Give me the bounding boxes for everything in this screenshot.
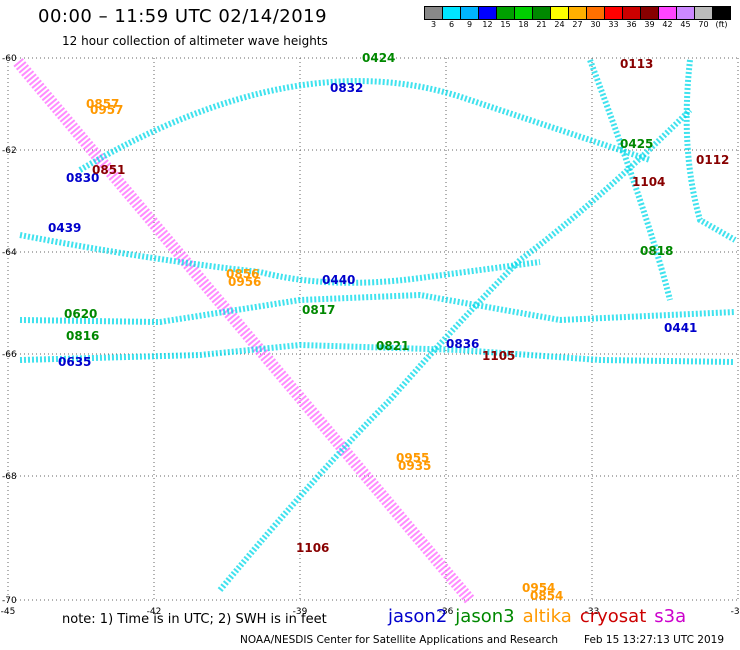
legend-item: cryosat bbox=[579, 606, 647, 627]
track-time-label: 1105 bbox=[482, 349, 515, 363]
scale-label: 21 bbox=[536, 20, 547, 29]
scale-label: 45 bbox=[680, 20, 691, 29]
track-time-label: 1106 bbox=[296, 541, 329, 555]
x-tick-label: -42 bbox=[147, 607, 162, 617]
track-time-label: 0816 bbox=[66, 329, 99, 343]
track-time-label: 0439 bbox=[48, 221, 81, 235]
track-time-label: 0620 bbox=[64, 307, 97, 321]
legend-item: jason2 bbox=[388, 606, 448, 627]
satellite-tracks bbox=[13, 58, 737, 604]
y-tick-label: -68 bbox=[2, 472, 17, 482]
track-time-label: 0112 bbox=[696, 153, 729, 167]
track-time-label: 0441 bbox=[664, 321, 697, 335]
track-time-label: 0954 bbox=[522, 581, 555, 595]
scale-label: 12 bbox=[482, 20, 493, 29]
track-time-label: 0956 bbox=[228, 275, 261, 289]
y-tick-label: -62 bbox=[2, 146, 17, 156]
track-time-label: 0424 bbox=[362, 51, 395, 65]
scale-label: 70 bbox=[698, 20, 709, 29]
track-time-label: 0113 bbox=[620, 57, 653, 71]
track-time-label: 0851 bbox=[92, 163, 125, 177]
track-path bbox=[78, 78, 651, 173]
y-tick-label: -64 bbox=[2, 248, 17, 258]
track-time-label: 0818 bbox=[640, 244, 673, 258]
track-time-label: 0635 bbox=[58, 355, 91, 369]
generated-timestamp: Feb 15 13:27:13 UTC 2019 bbox=[584, 634, 724, 646]
color-scale: 3 6 9 12 15 18 21 24 27 30 33 36 39 42 45 70 (ft) bbox=[424, 6, 731, 32]
track-path bbox=[587, 58, 673, 301]
x-tick-label: -45 bbox=[1, 607, 16, 617]
y-tick-label: -70 bbox=[2, 596, 17, 606]
x-tick-label: -39 bbox=[293, 607, 308, 617]
track-time-label: 0955 bbox=[396, 451, 429, 465]
scale-label: 42 bbox=[662, 20, 673, 29]
track-time-label: 0830 bbox=[66, 171, 99, 185]
scale-swatch bbox=[712, 6, 731, 20]
axis-ticks: -45 -42 -39 -36 -33 -30 -60 -62 -64 -66 -68 -70 bbox=[1, 54, 740, 617]
track-time-label: 0821 bbox=[376, 339, 409, 353]
legend-item: jason3 bbox=[455, 606, 515, 627]
track-time-label: 0856 bbox=[226, 267, 259, 281]
x-tick-label: -36 bbox=[439, 607, 454, 617]
track-time-label: 0836 bbox=[446, 337, 479, 351]
footer-note: note: 1) Time is in UTC; 2) SWH is in fe… bbox=[62, 612, 327, 627]
track-time-label: 0935 bbox=[398, 459, 431, 473]
scale-label: 9 bbox=[466, 20, 473, 29]
track-path bbox=[19, 341, 736, 365]
y-tick-label: -60 bbox=[2, 54, 17, 64]
track-time-label: 0957 bbox=[90, 103, 123, 117]
page-title: 00:00 – 11:59 UTC 02/14/2019 bbox=[38, 6, 328, 27]
scale-label: 36 bbox=[626, 20, 637, 29]
y-tick-label: -66 bbox=[2, 350, 17, 360]
x-tick-label: -33 bbox=[585, 607, 600, 617]
track-path bbox=[19, 291, 736, 326]
scale-label: (ft) bbox=[715, 20, 728, 29]
scale-label: 33 bbox=[608, 20, 619, 29]
track-path bbox=[13, 58, 475, 604]
track-time-label: 0854 bbox=[530, 589, 563, 603]
credit-line: NOAA/NESDIS Center for Satellite Applica… bbox=[240, 634, 558, 646]
track-path bbox=[19, 232, 541, 286]
scale-label: 3 bbox=[430, 20, 437, 29]
scale-label: 30 bbox=[590, 20, 601, 29]
track-time-label: 0817 bbox=[302, 303, 335, 317]
satellite-legend: jason2 jason3 altika cryosat s3a bbox=[388, 606, 694, 627]
x-tick-label: -30 bbox=[731, 607, 740, 617]
scale-label: 15 bbox=[500, 20, 511, 29]
page-subtitle: 12 hour collection of altimeter wave hei… bbox=[62, 34, 328, 48]
track-time-label: 1104 bbox=[632, 175, 665, 189]
track-time-label: 0857 bbox=[86, 97, 119, 111]
track-time-label: 0440 bbox=[322, 273, 355, 287]
scale-label: 6 bbox=[448, 20, 455, 29]
scale-label: 39 bbox=[644, 20, 655, 29]
scale-label: 24 bbox=[554, 20, 565, 29]
legend-item: s3a bbox=[654, 606, 687, 627]
scale-label: 27 bbox=[572, 20, 583, 29]
track-path bbox=[217, 107, 693, 592]
track-path bbox=[683, 59, 737, 243]
legend-item: altika bbox=[522, 606, 572, 627]
track-time-label: 0425 bbox=[620, 137, 653, 151]
scale-label: 18 bbox=[518, 20, 529, 29]
track-time-label: 0832 bbox=[330, 81, 363, 95]
